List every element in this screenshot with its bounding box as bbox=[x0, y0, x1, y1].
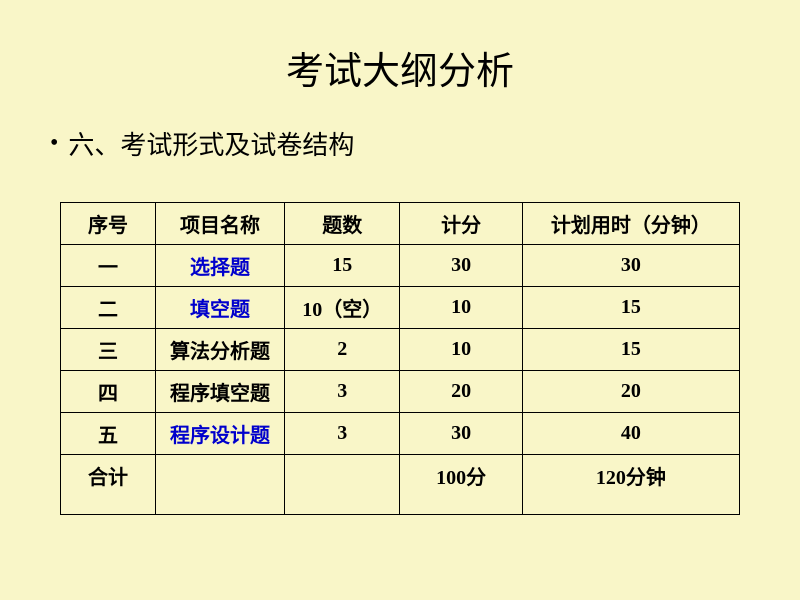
table-header-row: 序号 项目名称 题数 计分 计划用时（分钟） bbox=[61, 203, 740, 245]
cell-name: 程序填空题 bbox=[156, 371, 285, 413]
bullet-icon: • bbox=[50, 130, 58, 157]
header-num: 序号 bbox=[61, 203, 156, 245]
cell-num: 一 bbox=[61, 245, 156, 287]
subtitle-text: 六、考试形式及试卷结构 bbox=[68, 125, 354, 162]
exam-structure-table: 序号 项目名称 题数 计分 计划用时（分钟） 一选择题153030二填空题10（… bbox=[60, 202, 740, 515]
cell-count: 3 bbox=[285, 413, 400, 455]
cell-score: 10 bbox=[400, 329, 522, 371]
table-row: 一选择题153030 bbox=[61, 245, 740, 287]
cell-time: 30 bbox=[522, 245, 739, 287]
table-total-row: 合计 100分120分钟 bbox=[61, 455, 740, 515]
header-score: 计分 bbox=[400, 203, 522, 245]
cell-total-time: 120分钟 bbox=[522, 455, 739, 515]
cell-name: 填空题 bbox=[156, 287, 285, 329]
table-row: 三算法分析题21015 bbox=[61, 329, 740, 371]
cell-count: 3 bbox=[285, 371, 400, 413]
cell-name: 算法分析题 bbox=[156, 329, 285, 371]
cell-num: 五 bbox=[61, 413, 156, 455]
table-row: 二填空题10（空）1015 bbox=[61, 287, 740, 329]
cell-score: 30 bbox=[400, 245, 522, 287]
cell-time: 15 bbox=[522, 287, 739, 329]
cell-count: 2 bbox=[285, 329, 400, 371]
cell-score: 30 bbox=[400, 413, 522, 455]
cell-time: 20 bbox=[522, 371, 739, 413]
cell-score: 20 bbox=[400, 371, 522, 413]
cell-num: 四 bbox=[61, 371, 156, 413]
cell-name: 程序设计题 bbox=[156, 413, 285, 455]
cell-count: 10（空） bbox=[285, 287, 400, 329]
table-row: 四程序填空题32020 bbox=[61, 371, 740, 413]
subtitle-row: • 六、考试形式及试卷结构 bbox=[0, 125, 800, 202]
cell-name: 选择题 bbox=[156, 245, 285, 287]
cell-time: 15 bbox=[522, 329, 739, 371]
page-title: 考试大纲分析 bbox=[0, 0, 800, 125]
header-name: 项目名称 bbox=[156, 203, 285, 245]
cell-time: 40 bbox=[522, 413, 739, 455]
header-count: 题数 bbox=[285, 203, 400, 245]
cell-num: 二 bbox=[61, 287, 156, 329]
table-container: 序号 项目名称 题数 计分 计划用时（分钟） 一选择题153030二填空题10（… bbox=[0, 202, 800, 515]
cell-num: 三 bbox=[61, 329, 156, 371]
cell-total-score: 100分 bbox=[400, 455, 522, 515]
table-row: 五程序设计题33040 bbox=[61, 413, 740, 455]
cell-total-label: 合计 bbox=[61, 455, 156, 515]
cell-score: 10 bbox=[400, 287, 522, 329]
header-time: 计划用时（分钟） bbox=[522, 203, 739, 245]
cell-empty bbox=[156, 455, 285, 515]
cell-count: 15 bbox=[285, 245, 400, 287]
cell-empty bbox=[285, 455, 400, 515]
